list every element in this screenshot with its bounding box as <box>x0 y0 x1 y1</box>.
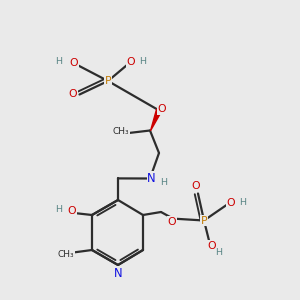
Text: O: O <box>68 206 76 216</box>
Text: O: O <box>70 58 78 68</box>
Text: H: H <box>55 205 62 214</box>
Text: P: P <box>201 215 207 226</box>
Text: O: O <box>69 89 77 100</box>
Polygon shape <box>151 109 161 131</box>
Text: CH₃: CH₃ <box>112 128 129 136</box>
Text: P: P <box>105 76 111 86</box>
Text: H: H <box>160 178 167 187</box>
Text: O: O <box>158 104 166 115</box>
Text: N: N <box>147 172 156 185</box>
Text: H: H <box>215 248 223 257</box>
Text: N: N <box>114 267 122 280</box>
Text: CH₃: CH₃ <box>58 250 74 259</box>
Text: O: O <box>127 57 135 67</box>
Text: H: H <box>239 198 247 207</box>
Text: H: H <box>56 57 63 66</box>
Text: O: O <box>191 181 200 191</box>
Text: O: O <box>168 217 176 226</box>
Text: O: O <box>207 241 216 251</box>
Text: O: O <box>226 198 235 208</box>
Text: H: H <box>140 57 147 66</box>
